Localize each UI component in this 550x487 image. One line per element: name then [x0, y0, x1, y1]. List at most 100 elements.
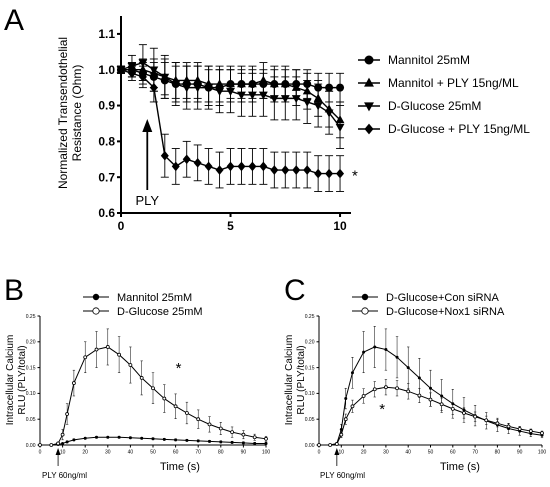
a-data-point — [237, 161, 246, 172]
b-data-point — [140, 436, 144, 440]
b-xtick-label: 70 — [195, 450, 201, 456]
c-ytick-label: 0.20 — [305, 340, 315, 346]
panel-c: C Intracellular Calcium RLU (PLY/total) … — [284, 274, 546, 480]
a-data-point — [193, 158, 202, 168]
b-data-point — [253, 441, 257, 445]
a-xtick-label: 10 — [333, 219, 347, 233]
c-xtick-label: 60 — [450, 450, 456, 456]
a-data-point — [324, 109, 334, 118]
c-legend-marker — [361, 293, 369, 301]
a-data-point — [248, 91, 257, 100]
c-data-point — [540, 431, 544, 436]
c-legend-label: D-Glucose+Nox1 siRNA — [386, 306, 505, 318]
b-data-point — [196, 439, 200, 443]
panel-letter-b: B — [4, 274, 24, 307]
c-series-group — [317, 326, 544, 447]
a-data-point — [259, 161, 268, 172]
b-data-point — [241, 441, 245, 445]
panel-letter-a: A — [4, 4, 24, 37]
a-data-point — [171, 161, 180, 172]
c-data-point — [328, 443, 333, 447]
b-legend-label: D-Glucose 25mM — [117, 306, 203, 318]
c-xtick-label: 30 — [383, 450, 389, 456]
a-data-point — [204, 161, 213, 172]
b-data-point — [95, 435, 98, 439]
c-data-point — [429, 386, 432, 390]
a-data-point — [248, 161, 257, 172]
b-ply-label: PLY 60ng/ml — [42, 471, 87, 480]
b-data-point — [207, 422, 212, 427]
c-legend: D-Glucose+Con siRNA D-Glucose+Nox1 siRNA — [352, 292, 505, 318]
c-legend-marker — [361, 307, 369, 315]
c-data-point — [417, 376, 421, 380]
a-data-point — [226, 88, 235, 97]
b-data-point — [72, 438, 76, 442]
a-data-point — [171, 80, 181, 89]
c-ylabel-line2: RLU (PLY/total) — [296, 345, 307, 414]
b-data-point — [106, 435, 110, 439]
b-data-point — [218, 426, 223, 431]
b-data-point — [56, 441, 60, 446]
b-data-point — [174, 438, 178, 442]
a-data-point — [314, 168, 323, 179]
c-data-point — [362, 350, 366, 354]
c-data-point — [462, 411, 466, 415]
b-xtick-label: 40 — [128, 450, 134, 456]
b-ytick-label: 0.05 — [26, 417, 36, 423]
b-xtick-label: 100 — [262, 450, 271, 456]
b-series-1 — [38, 435, 268, 447]
a-data-point — [182, 84, 192, 93]
c-data-point — [372, 387, 377, 392]
a-data-point — [336, 168, 345, 179]
b-data-point — [151, 386, 155, 391]
c-data-point — [395, 355, 399, 359]
c-ytick-label: 0.00 — [305, 443, 315, 449]
a-data-point — [335, 123, 345, 132]
c-data-point — [343, 417, 348, 422]
a-data-point — [280, 95, 290, 104]
a-data-point — [291, 95, 301, 104]
b-data-point — [94, 347, 99, 352]
a-ylabel-line1: Normalized Transendothelial — [56, 37, 70, 189]
b-data-point — [105, 345, 110, 349]
c-data-point — [344, 397, 348, 401]
b-data-point — [38, 443, 42, 447]
b-data-point — [241, 432, 246, 437]
b-ply-arrow-head — [55, 448, 61, 455]
b-data-point — [139, 376, 144, 380]
c-xtick-label: 20 — [361, 450, 367, 456]
c-ply-arrow-head — [334, 448, 340, 455]
c-ytick-label: 0.05 — [305, 417, 315, 423]
b-legend-marker — [92, 293, 100, 301]
b-data-point — [128, 436, 132, 440]
b-data-point — [184, 411, 189, 415]
a-legend-marker — [364, 123, 374, 135]
a-xtick-label: 0 — [118, 219, 125, 233]
a-legend-marker — [364, 77, 374, 87]
b-data-point — [83, 436, 87, 440]
b-data-point — [65, 412, 70, 416]
a-data-point — [325, 83, 334, 92]
b-data-point — [264, 436, 268, 441]
c-data-point — [339, 428, 343, 432]
c-ytick-label: 0.15 — [305, 365, 315, 371]
a-data-point — [138, 72, 147, 82]
b-xtick-label: 0 — [39, 450, 42, 456]
b-legend-marker — [92, 307, 100, 315]
b-data-point — [117, 352, 121, 357]
a-legend-label: D-Glucose 25mM — [388, 99, 481, 113]
a-series-4 — [117, 64, 345, 192]
b-xtick-label: 20 — [82, 450, 88, 456]
b-axes: 0.00 0.05 0.10 0.15 0.20 0.25 0 10 20 30 40 50 60 70 8… — [26, 314, 271, 456]
b-ytick-label: 0.15 — [26, 365, 36, 371]
a-ytick-label: 0.9 — [98, 99, 115, 113]
b-xtick-label: 30 — [105, 450, 111, 456]
c-data-point — [450, 406, 455, 411]
c-legend-label: D-Glucose+Con siRNA — [386, 292, 499, 304]
c-data-point — [373, 345, 377, 349]
b-series-2 — [38, 328, 268, 447]
c-data-point — [334, 442, 339, 446]
c-xtick-label: 10 — [339, 450, 345, 456]
c-annotations: PLY 60ng/ml * — [320, 401, 385, 480]
